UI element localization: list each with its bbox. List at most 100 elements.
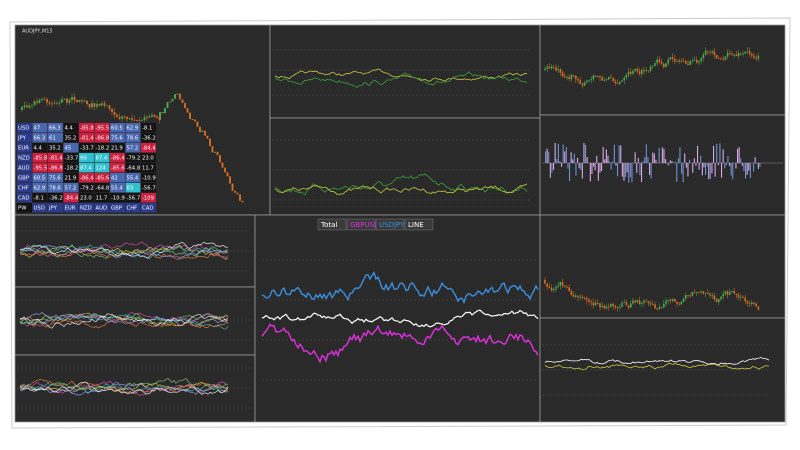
matrix-cell (48, 183, 63, 193)
candle (685, 295, 687, 299)
hist-bar (717, 163, 719, 166)
candle (682, 298, 685, 302)
candle (583, 82, 586, 86)
candle (729, 292, 731, 295)
matrix-cell (110, 133, 125, 143)
candle (612, 303, 614, 306)
candle (753, 55, 755, 58)
candle (638, 71, 641, 74)
candle (674, 58, 676, 62)
candle (570, 75, 573, 80)
candle (236, 192, 239, 195)
candle (667, 300, 669, 301)
matrix-cell (125, 123, 141, 133)
matrix-value: -86.4 (80, 176, 94, 182)
legend: Total GBPUSD USDJPY LINE (317, 218, 434, 231)
matrix-cell (63, 153, 79, 163)
matrix-value: -18.2 (96, 146, 110, 152)
matrix-cell (17, 193, 32, 203)
candle (671, 299, 674, 301)
candle (698, 292, 700, 293)
matrix-value: EUR (18, 146, 29, 152)
hist-bar (642, 161, 644, 163)
matrix-cell (125, 133, 141, 143)
hist-bar (658, 147, 660, 163)
matrix-footer-cell (48, 203, 63, 213)
matrix-cell (48, 153, 63, 163)
matrix-cell (94, 183, 110, 193)
candle (751, 53, 753, 56)
matrix-value: 62.9 (34, 186, 46, 192)
hist-bar (669, 160, 671, 163)
trace (19, 244, 229, 260)
candle (709, 51, 711, 53)
matrix-value: -85.8 (34, 156, 48, 162)
hist-bar (674, 161, 676, 163)
candle (740, 53, 742, 55)
pane-strength (254, 214, 541, 423)
matrix-cell (17, 123, 32, 133)
candle (665, 63, 667, 68)
candle (169, 101, 171, 103)
hist-bar (583, 143, 585, 163)
candle (33, 101, 36, 105)
matrix-value: 62.9 (127, 126, 139, 132)
candle (566, 77, 568, 78)
candle (689, 60, 691, 65)
candle (660, 61, 663, 64)
matrix-value: 11.7 (96, 196, 108, 202)
hist-bar (725, 163, 727, 166)
hist-bar (601, 163, 603, 172)
candle (88, 104, 91, 108)
legend-box (404, 218, 434, 231)
hist-bar (663, 148, 665, 163)
candle (713, 295, 716, 300)
candle (171, 98, 174, 102)
hist-bar (666, 163, 668, 165)
hist-bar (713, 145, 715, 163)
candle (572, 294, 575, 297)
candle (722, 293, 724, 297)
matrix-value: 21.9 (111, 146, 123, 152)
candle (731, 291, 733, 293)
candle (118, 116, 121, 119)
matrix-cell (125, 183, 141, 193)
matrix-value: 83 (127, 186, 134, 192)
candle (630, 71, 632, 74)
matrix-cell (141, 183, 156, 193)
candle (757, 306, 760, 310)
matrix-value: 90 (80, 156, 87, 162)
candle (590, 301, 592, 303)
trace (19, 241, 229, 259)
hist-bar (729, 163, 731, 167)
hist-bar (689, 159, 691, 163)
candle (621, 302, 623, 307)
candle (614, 305, 617, 308)
candle (671, 57, 674, 59)
matrix-footer-cell (125, 203, 141, 213)
matrix-value: -64.8 (96, 186, 110, 192)
candle (590, 79, 592, 81)
hist-bar (682, 163, 684, 183)
hist-bar (676, 163, 678, 182)
candle (680, 301, 683, 305)
candle (707, 292, 709, 294)
matrix-cell (125, 173, 141, 183)
hist-bar (649, 163, 651, 175)
candle (610, 76, 612, 78)
matrix-cell (125, 163, 141, 173)
candle (103, 103, 106, 106)
candle (548, 66, 551, 69)
candle (194, 119, 196, 122)
matrix-value: -81.4 (49, 156, 63, 162)
pane-osc-1 (269, 24, 541, 119)
matrix-cell (94, 123, 110, 133)
hist-bar (724, 163, 726, 169)
matrix-value: -64.8 (127, 166, 141, 172)
matrix-value: 60.5 (111, 126, 123, 132)
matrix-footer: EUR (65, 206, 76, 212)
matrix-cell (94, 173, 110, 183)
matrix-cell (141, 193, 156, 203)
candle (634, 300, 636, 303)
matrix-cell (17, 133, 32, 143)
